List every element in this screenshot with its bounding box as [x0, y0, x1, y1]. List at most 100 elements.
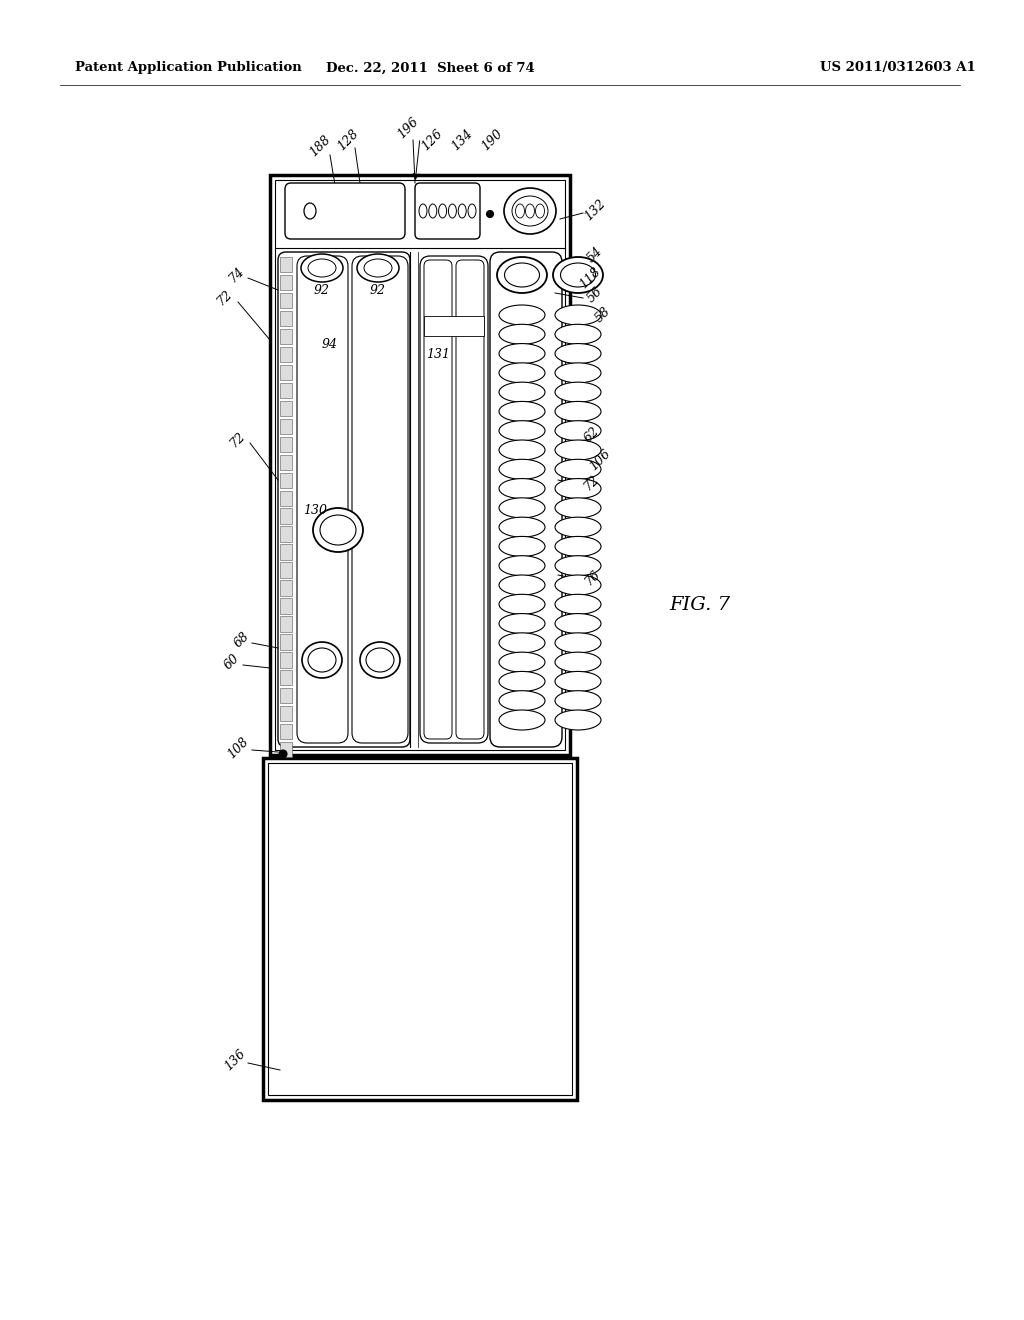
Ellipse shape [313, 508, 362, 552]
Text: 196: 196 [395, 115, 421, 141]
Text: 74: 74 [226, 265, 247, 285]
Ellipse shape [515, 205, 524, 218]
Ellipse shape [555, 710, 601, 730]
Ellipse shape [499, 632, 545, 653]
Ellipse shape [429, 205, 437, 218]
Ellipse shape [505, 263, 540, 286]
Text: US 2011/0312603 A1: US 2011/0312603 A1 [820, 62, 976, 74]
Ellipse shape [555, 383, 601, 403]
Ellipse shape [419, 205, 427, 218]
Ellipse shape [357, 253, 399, 282]
Bar [280, 293, 292, 309]
Bar [280, 688, 292, 704]
Ellipse shape [360, 642, 400, 678]
Text: Dec. 22, 2011  Sheet 6 of 74: Dec. 22, 2011 Sheet 6 of 74 [326, 62, 535, 74]
Bar [280, 418, 292, 434]
Ellipse shape [512, 195, 548, 226]
Text: FIG. 7: FIG. 7 [670, 597, 730, 614]
Bar [280, 706, 292, 722]
Ellipse shape [555, 401, 601, 421]
FancyBboxPatch shape [415, 183, 480, 239]
Text: 92: 92 [314, 284, 330, 297]
Ellipse shape [438, 205, 446, 218]
Ellipse shape [504, 187, 556, 234]
FancyBboxPatch shape [352, 256, 408, 743]
Ellipse shape [555, 479, 601, 499]
Ellipse shape [499, 401, 545, 421]
Ellipse shape [499, 440, 545, 459]
Bar [280, 383, 292, 399]
Text: 136: 136 [222, 1047, 248, 1073]
Ellipse shape [555, 690, 601, 710]
Text: 130: 130 [303, 503, 327, 516]
Bar [280, 401, 292, 416]
Ellipse shape [499, 594, 545, 614]
Bar [280, 598, 292, 614]
Bar [280, 329, 292, 345]
Ellipse shape [555, 421, 601, 441]
Ellipse shape [499, 479, 545, 499]
Text: 56: 56 [585, 285, 605, 305]
Ellipse shape [555, 459, 601, 479]
Text: 108: 108 [225, 735, 251, 762]
Text: 54: 54 [585, 244, 605, 265]
Ellipse shape [364, 259, 392, 277]
Text: 62: 62 [582, 425, 602, 445]
Bar [280, 275, 292, 290]
Text: 132: 132 [582, 197, 608, 223]
Text: 118: 118 [577, 265, 603, 292]
Bar [280, 652, 292, 668]
Ellipse shape [449, 205, 457, 218]
Ellipse shape [308, 648, 336, 672]
Text: 60: 60 [222, 652, 243, 672]
Bar [280, 671, 292, 685]
Text: 188: 188 [307, 133, 333, 160]
Bar [280, 454, 292, 470]
Bar [280, 257, 292, 272]
Bar [280, 347, 292, 362]
Text: 106: 106 [587, 447, 613, 473]
Bar [280, 581, 292, 595]
Ellipse shape [302, 642, 342, 678]
Ellipse shape [499, 325, 545, 345]
Text: 92: 92 [370, 284, 386, 297]
Ellipse shape [560, 263, 596, 286]
Bar [280, 312, 292, 326]
Ellipse shape [555, 536, 601, 557]
Text: 72: 72 [215, 288, 236, 309]
Ellipse shape [499, 690, 545, 710]
Bar [280, 562, 292, 578]
Bar [280, 725, 292, 739]
Ellipse shape [304, 203, 316, 219]
Ellipse shape [499, 517, 545, 537]
Ellipse shape [555, 325, 601, 345]
Ellipse shape [499, 383, 545, 403]
Ellipse shape [499, 576, 545, 595]
Bar [280, 742, 292, 758]
Ellipse shape [499, 498, 545, 517]
Ellipse shape [555, 652, 601, 672]
Ellipse shape [486, 210, 494, 218]
Ellipse shape [499, 652, 545, 672]
Bar [280, 473, 292, 488]
Text: Patent Application Publication: Patent Application Publication [75, 62, 302, 74]
Ellipse shape [497, 257, 547, 293]
Text: 76: 76 [583, 568, 603, 589]
Ellipse shape [553, 257, 603, 293]
Bar [280, 437, 292, 451]
Ellipse shape [536, 205, 545, 218]
Ellipse shape [366, 648, 394, 672]
Ellipse shape [499, 536, 545, 557]
FancyBboxPatch shape [420, 256, 488, 743]
Ellipse shape [499, 710, 545, 730]
Bar [280, 616, 292, 631]
Text: 72: 72 [227, 430, 248, 450]
Ellipse shape [555, 614, 601, 634]
Bar [280, 634, 292, 649]
Ellipse shape [555, 305, 601, 325]
Ellipse shape [301, 253, 343, 282]
Bar [268, 763, 572, 1096]
Ellipse shape [279, 750, 287, 758]
Ellipse shape [499, 614, 545, 634]
Bar [280, 527, 292, 541]
